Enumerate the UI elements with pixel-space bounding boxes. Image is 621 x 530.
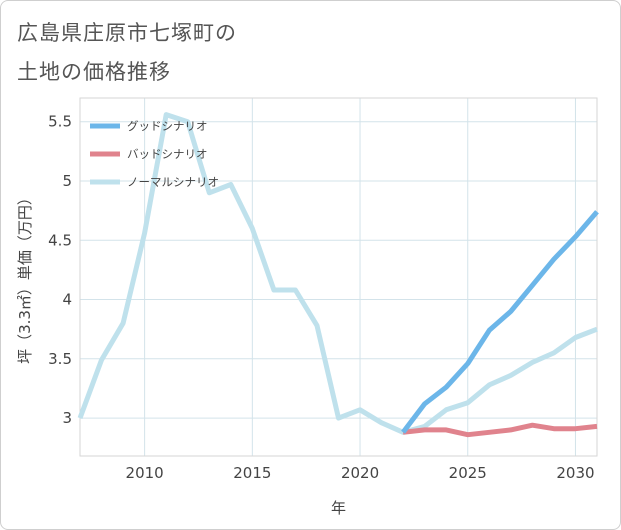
legend-label: ノーマルシナリオ [127,175,219,189]
x-tick-label: 2025 [449,464,487,482]
series-line-0 [401,210,599,434]
x-tick-label: 2030 [556,464,594,482]
plot-area [79,97,598,457]
legend-label: グッドシナリオ [127,119,208,133]
series-line-1 [402,422,598,438]
x-tick-label: 2010 [126,464,164,482]
y-tick-label: 5.5 [48,113,72,131]
series-line-2 [77,112,598,435]
x-tick-label: 2020 [341,464,379,482]
series-lines [77,112,599,438]
legend-label: バッドシナリオ [127,147,208,161]
grid [80,98,597,456]
x-tick-label: 2015 [233,464,271,482]
chart-title-line-2: 土地の価格推移 [17,60,171,84]
y-tick-label: 5 [62,172,72,190]
y-tick-label: 3 [62,409,72,427]
y-tick-label: 3.5 [48,350,72,368]
y-axis-title: 坪（3.3㎡）単価（万円） [16,190,34,364]
x-axis-ticks: 2010 2015 2020 2025 2030 [126,464,595,482]
chart-title-line-1: 広島県庄原市七塚町の [17,21,237,45]
y-tick-label: 4.5 [48,231,72,249]
y-axis-ticks: 3 3.5 4 4.5 5 5.5 [48,113,72,427]
x-axis-title: 年 [331,499,346,517]
y-tick-label: 4 [62,291,72,309]
